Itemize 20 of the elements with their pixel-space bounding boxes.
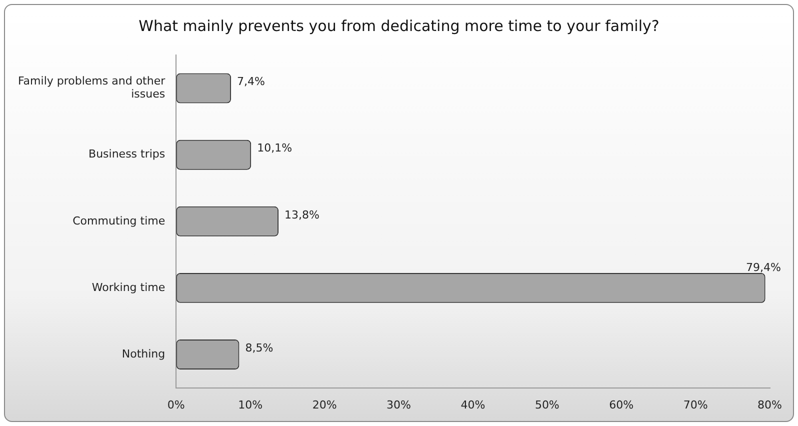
y-tick-label: Family problems and other issues <box>18 74 166 101</box>
x-tick-label: 20% <box>312 398 337 412</box>
x-tick-label: 70% <box>683 398 708 412</box>
x-tick-label: 50% <box>534 398 560 412</box>
chart-title: What mainly prevents you from dedicating more time to your family? <box>138 17 660 35</box>
y-tick-label: Business trips <box>88 148 166 161</box>
x-tick-label: 0% <box>167 398 185 412</box>
x-tick-label: 40% <box>460 398 486 412</box>
x-tick-label: 80% <box>758 398 782 412</box>
x-tick-label: 30% <box>386 398 411 412</box>
data-label: 10,1% <box>257 142 292 155</box>
data-label: 7,4% <box>237 75 265 88</box>
data-label: 13,8% <box>284 208 320 222</box>
y-tick-label: Nothing <box>122 347 166 360</box>
x-tick-label: 10% <box>238 398 263 412</box>
y-tick-label: Working time <box>92 280 166 294</box>
data-label: 79,4% <box>746 260 782 274</box>
data-label: 8,5% <box>245 341 274 354</box>
x-tick-label: 60% <box>609 398 634 412</box>
y-tick-label: Commuting time <box>72 214 166 228</box>
